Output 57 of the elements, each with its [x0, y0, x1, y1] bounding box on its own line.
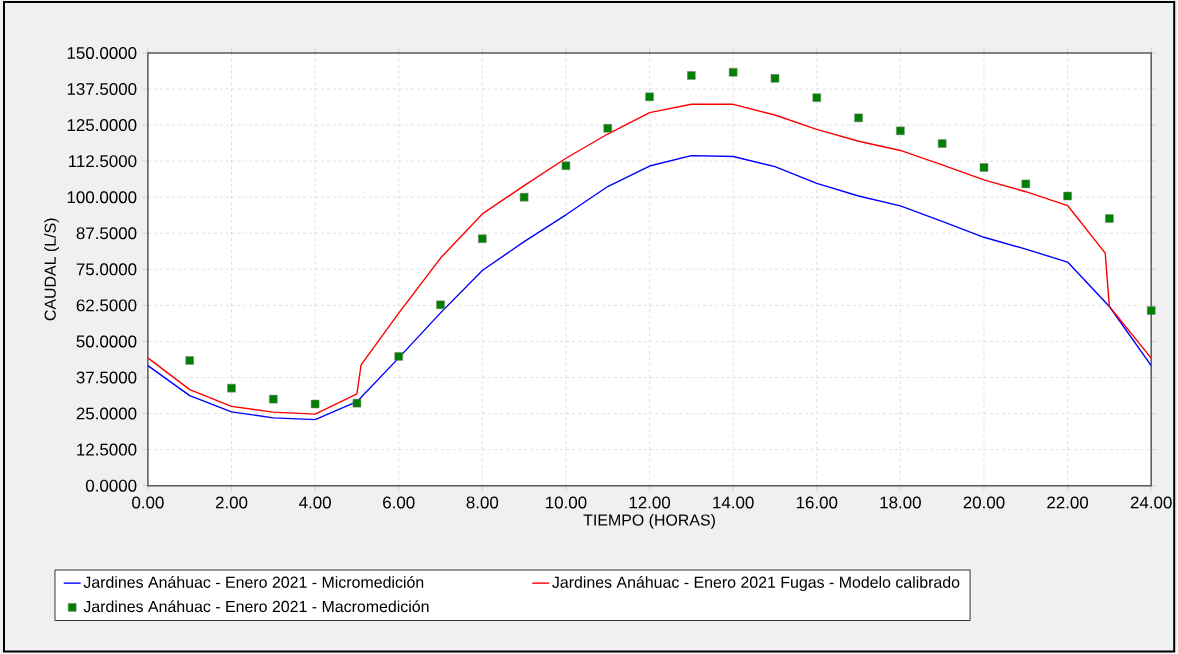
point [854, 113, 863, 123]
x-tick-label: 6.00 [383, 496, 415, 509]
y-tick-label: 50.0000 [76, 335, 137, 348]
x-tick-label: 14.00 [713, 496, 754, 509]
y-tick-label: 137.5000 [67, 83, 137, 96]
point [687, 71, 696, 80]
point [1105, 214, 1114, 224]
point [561, 161, 571, 171]
x-tick-label: 4.00 [299, 496, 331, 509]
y-tick-label: 12.5000 [77, 443, 137, 456]
y-tick-label: 75.0000 [76, 263, 137, 276]
point [352, 399, 362, 408]
point [394, 352, 403, 361]
point [1146, 306, 1156, 316]
y-tick-label: 62.5000 [76, 299, 137, 312]
x-tick-label: 18.00 [880, 496, 921, 509]
point [185, 356, 194, 365]
point [478, 234, 487, 244]
point [1021, 179, 1031, 189]
point [436, 300, 445, 310]
y-tick-label: 87.5000 [76, 227, 137, 240]
legend-label: Jardines Anáhuac - Enero 2021 - Micromedición [83, 576, 424, 589]
legend-label: Jardines Anáhuac - Enero 2021 Fugas - Modelo calibrado [552, 576, 960, 592]
point [812, 93, 822, 103]
point [937, 139, 947, 148]
point [519, 193, 529, 202]
line-series [147, 155, 1152, 421]
y-axis-title: CAUDAL (L/S) [44, 218, 59, 321]
y-tick-label: 125.0000 [67, 119, 137, 132]
y-tick-label: 37.5000 [76, 371, 137, 384]
x-tick-label: 8.00 [466, 496, 499, 509]
point [227, 384, 236, 393]
legend-label: Jardines Anáhuac - Enero 2021 - Macromedición [83, 600, 429, 613]
y-tick-label: 112.5000 [69, 155, 137, 168]
y-tick-label: 0.0000 [85, 479, 137, 492]
y-tick-label: 100.0000 [67, 191, 137, 204]
x-tick-label: 0.00 [132, 496, 164, 509]
point [1063, 192, 1072, 201]
point [269, 395, 278, 404]
x-tick-label: 10.00 [546, 496, 587, 509]
line-series [147, 103, 1152, 416]
point [979, 163, 989, 172]
point [645, 92, 654, 102]
x-tick-label: 22.00 [1047, 496, 1089, 509]
point [896, 126, 905, 136]
x-tick-label: 16.00 [796, 496, 838, 509]
point [728, 68, 738, 77]
point [310, 400, 320, 409]
x-tick-label: 2.00 [215, 496, 248, 509]
x-tick-label: 12.00 [629, 496, 671, 509]
y-tick-label: 150.0000 [67, 47, 137, 60]
point [770, 74, 780, 83]
x-tick-label: 20.00 [963, 496, 1005, 509]
x-tick-label: 24.00 [1130, 496, 1172, 509]
y-tick-label: 25.0000 [76, 407, 137, 420]
point [603, 124, 612, 133]
x-axis-title: TIEMPO (HORAS) [583, 514, 715, 530]
